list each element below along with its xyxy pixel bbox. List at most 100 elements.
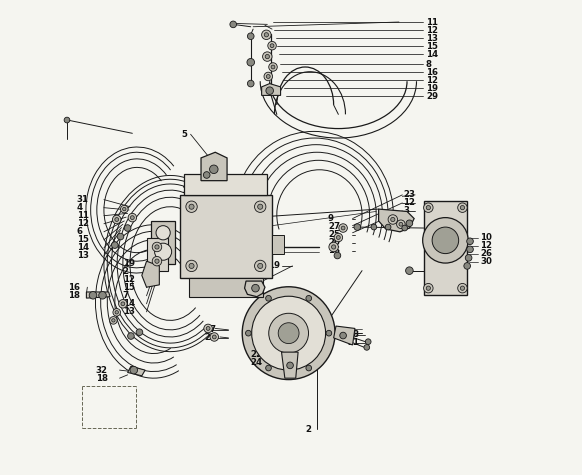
Circle shape (155, 259, 159, 263)
Circle shape (265, 295, 271, 301)
Text: 15: 15 (123, 283, 135, 292)
Text: 18: 18 (96, 374, 108, 383)
Circle shape (424, 284, 433, 293)
Circle shape (385, 224, 391, 230)
Polygon shape (244, 281, 265, 297)
Text: 16: 16 (426, 68, 438, 76)
Circle shape (287, 362, 293, 369)
Text: 8: 8 (426, 60, 432, 69)
Circle shape (334, 233, 343, 242)
Circle shape (465, 255, 472, 261)
Circle shape (340, 332, 346, 339)
Circle shape (264, 33, 268, 37)
Circle shape (467, 246, 473, 253)
Circle shape (364, 344, 370, 350)
Circle shape (152, 242, 162, 252)
Circle shape (329, 242, 338, 252)
Text: 23: 23 (403, 190, 415, 200)
Text: 30: 30 (481, 257, 492, 266)
Text: 27: 27 (205, 325, 217, 334)
Circle shape (339, 224, 347, 232)
Circle shape (247, 80, 254, 87)
Text: 22: 22 (251, 350, 262, 359)
Text: 2: 2 (462, 266, 467, 275)
Circle shape (269, 314, 308, 353)
Circle shape (112, 319, 115, 322)
Text: 12: 12 (123, 275, 135, 284)
Polygon shape (201, 152, 227, 180)
Circle shape (156, 226, 170, 240)
Circle shape (269, 63, 277, 71)
Text: 12: 12 (481, 241, 492, 250)
Circle shape (467, 238, 473, 245)
Circle shape (119, 300, 127, 308)
Text: 17: 17 (181, 186, 193, 195)
Circle shape (271, 65, 275, 69)
Circle shape (265, 55, 269, 59)
Text: 12: 12 (426, 76, 438, 85)
Text: 1: 1 (210, 195, 215, 204)
Text: 2: 2 (123, 267, 129, 276)
Circle shape (251, 296, 325, 370)
Circle shape (113, 309, 120, 316)
Circle shape (426, 286, 431, 290)
Circle shape (247, 33, 254, 39)
Polygon shape (151, 221, 175, 264)
Text: 32: 32 (96, 366, 108, 375)
Polygon shape (184, 173, 267, 195)
Circle shape (130, 216, 134, 219)
Text: 15: 15 (77, 236, 89, 244)
Circle shape (334, 252, 340, 259)
Text: 16: 16 (69, 283, 80, 292)
Circle shape (391, 218, 395, 222)
Polygon shape (282, 352, 298, 378)
Circle shape (396, 220, 405, 228)
Circle shape (120, 205, 128, 213)
Text: 25: 25 (328, 230, 340, 239)
Text: 13: 13 (77, 251, 89, 260)
Circle shape (270, 44, 274, 48)
Circle shape (246, 330, 251, 336)
Text: 14: 14 (77, 243, 89, 252)
Circle shape (306, 295, 311, 301)
Circle shape (365, 339, 371, 344)
Circle shape (152, 256, 162, 266)
Circle shape (112, 242, 118, 248)
Circle shape (388, 215, 398, 224)
Polygon shape (333, 326, 355, 345)
Circle shape (117, 233, 124, 240)
Text: 31: 31 (77, 195, 89, 204)
Text: 11: 11 (426, 18, 438, 27)
Circle shape (155, 243, 172, 260)
Circle shape (125, 225, 131, 231)
Circle shape (278, 323, 299, 343)
Polygon shape (180, 195, 272, 278)
Circle shape (251, 285, 259, 292)
Circle shape (426, 206, 431, 210)
Text: 2: 2 (305, 425, 311, 434)
Text: 21: 21 (347, 338, 359, 347)
Circle shape (457, 284, 467, 293)
Polygon shape (147, 238, 168, 271)
Polygon shape (142, 261, 159, 287)
Text: 26: 26 (481, 249, 492, 258)
Circle shape (189, 204, 194, 209)
Circle shape (262, 52, 272, 61)
Circle shape (186, 260, 197, 272)
Text: 15: 15 (426, 42, 438, 51)
Text: 5: 5 (181, 130, 187, 139)
Circle shape (136, 329, 143, 335)
Circle shape (204, 324, 212, 332)
Text: 14: 14 (123, 299, 135, 308)
Circle shape (99, 292, 107, 299)
Circle shape (423, 218, 468, 263)
Text: 25: 25 (205, 333, 217, 342)
Circle shape (264, 72, 272, 81)
Text: 18: 18 (69, 291, 80, 300)
Text: 12: 12 (426, 26, 438, 35)
Circle shape (265, 365, 271, 371)
Polygon shape (262, 84, 281, 95)
Circle shape (203, 171, 210, 178)
Circle shape (127, 332, 134, 339)
Circle shape (267, 75, 270, 78)
